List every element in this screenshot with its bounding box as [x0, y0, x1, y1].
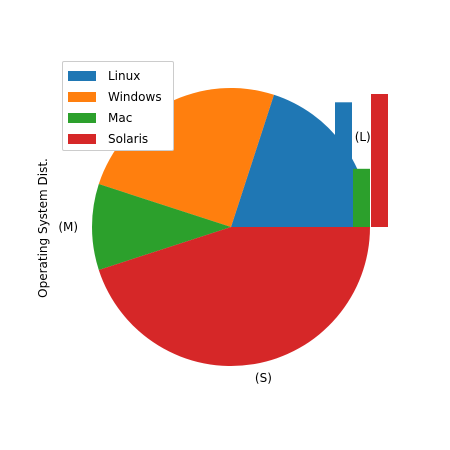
overlay-bar-3: [371, 94, 388, 227]
legend-label: Linux: [108, 68, 141, 83]
legend-item-mac: Mac: [63, 107, 173, 128]
legend-item-solaris: Solaris: [63, 128, 173, 149]
legend-swatch: [68, 133, 96, 144]
overlay-bar-1: [335, 102, 352, 227]
y-axis-label: Operating System Dist.: [36, 158, 50, 298]
slice-label-mac: (M): [58, 220, 78, 234]
slice-label-solaris: (S): [255, 371, 272, 385]
legend-label: Solaris: [108, 131, 149, 146]
legend-swatch: [68, 70, 96, 81]
pie-slice-mac: [91, 184, 231, 270]
legend-label: Windows: [108, 89, 162, 104]
overlay-bars: [335, 94, 388, 227]
overlay-bar-2: [353, 168, 370, 227]
legend-label: Mac: [108, 110, 133, 125]
legend-item-windows: Windows: [63, 86, 173, 107]
slice-label-linux: (L): [355, 130, 371, 144]
legend-swatch: [68, 112, 96, 123]
legend-item-linux: Linux: [63, 65, 173, 86]
legend-swatch: [68, 91, 96, 102]
legend: Linux Windows Mac Solaris: [62, 61, 174, 151]
pie-slice-solaris: [98, 227, 371, 367]
